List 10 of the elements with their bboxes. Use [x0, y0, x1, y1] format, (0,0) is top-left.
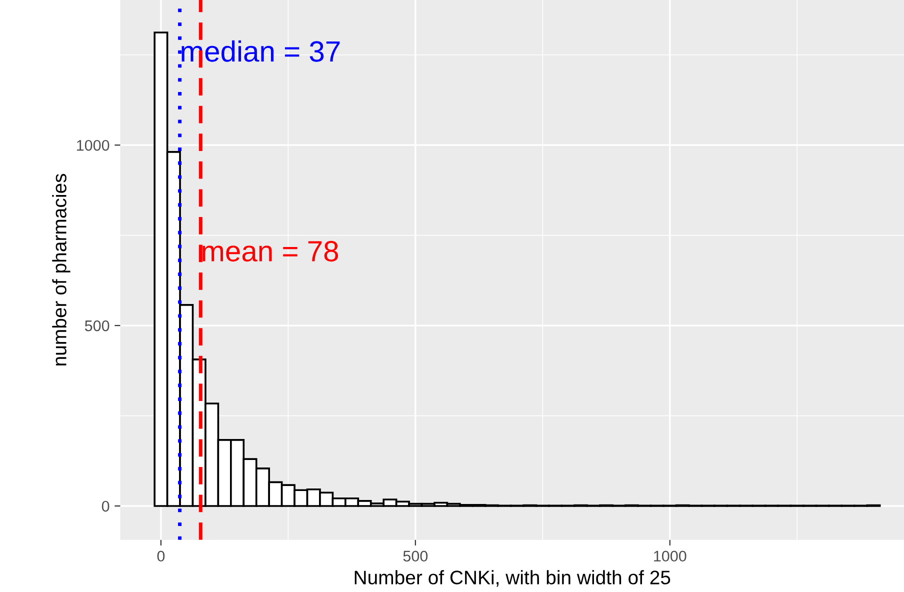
- y-tick-label: 1000: [76, 140, 110, 151]
- y-tick-label: 0: [102, 500, 110, 512]
- y-axis-title: number of pharmacies: [52, 174, 70, 366]
- x-axis-title: Number of CNKi, with bin width of 25: [354, 570, 670, 587]
- x-tick-label: 500: [403, 550, 428, 562]
- x-tick-label: 0: [157, 550, 165, 562]
- y-tick-label: 500: [84, 320, 110, 332]
- ref-line-label: mean = 78: [202, 240, 338, 262]
- ref-line-label: median = 37: [182, 40, 340, 62]
- x-tick-label: 1000: [654, 550, 686, 562]
